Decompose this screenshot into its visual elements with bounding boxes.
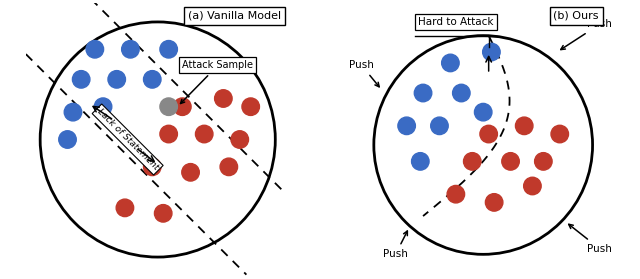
Text: Lack of Statement: Lack of Statement bbox=[95, 107, 160, 172]
Circle shape bbox=[154, 205, 172, 222]
Circle shape bbox=[412, 153, 429, 170]
Circle shape bbox=[483, 43, 500, 61]
Circle shape bbox=[452, 84, 470, 102]
Text: Push: Push bbox=[349, 61, 379, 87]
Circle shape bbox=[551, 125, 568, 143]
Circle shape bbox=[474, 104, 492, 121]
Circle shape bbox=[116, 199, 134, 217]
Circle shape bbox=[94, 98, 112, 116]
Circle shape bbox=[59, 131, 76, 148]
Circle shape bbox=[143, 71, 161, 88]
Circle shape bbox=[524, 177, 541, 195]
Circle shape bbox=[414, 84, 432, 102]
Circle shape bbox=[160, 125, 177, 143]
Circle shape bbox=[515, 117, 533, 134]
Circle shape bbox=[214, 90, 232, 107]
Text: Push: Push bbox=[383, 231, 408, 259]
Circle shape bbox=[502, 153, 519, 170]
Circle shape bbox=[86, 40, 104, 58]
Circle shape bbox=[195, 125, 213, 143]
Circle shape bbox=[72, 71, 90, 88]
Circle shape bbox=[431, 117, 448, 134]
Circle shape bbox=[463, 153, 481, 170]
Circle shape bbox=[231, 131, 248, 148]
Text: (a) Vanilla Model: (a) Vanilla Model bbox=[188, 11, 281, 21]
Circle shape bbox=[442, 54, 459, 72]
Text: Attack Sample: Attack Sample bbox=[180, 61, 253, 104]
Circle shape bbox=[447, 186, 465, 203]
Circle shape bbox=[534, 153, 552, 170]
Circle shape bbox=[485, 194, 503, 211]
Circle shape bbox=[398, 117, 415, 134]
Circle shape bbox=[160, 98, 177, 116]
Circle shape bbox=[64, 104, 82, 121]
Circle shape bbox=[122, 40, 139, 58]
Circle shape bbox=[173, 98, 191, 116]
Text: Hard to Attack: Hard to Attack bbox=[418, 17, 493, 27]
Circle shape bbox=[182, 163, 199, 181]
Text: (b) Ours: (b) Ours bbox=[554, 11, 599, 21]
Text: Push: Push bbox=[569, 224, 612, 254]
Circle shape bbox=[220, 158, 237, 175]
Circle shape bbox=[143, 158, 161, 175]
Circle shape bbox=[242, 98, 259, 116]
Circle shape bbox=[160, 40, 177, 58]
Circle shape bbox=[108, 71, 125, 88]
Circle shape bbox=[480, 125, 497, 143]
Text: Push: Push bbox=[561, 20, 612, 50]
